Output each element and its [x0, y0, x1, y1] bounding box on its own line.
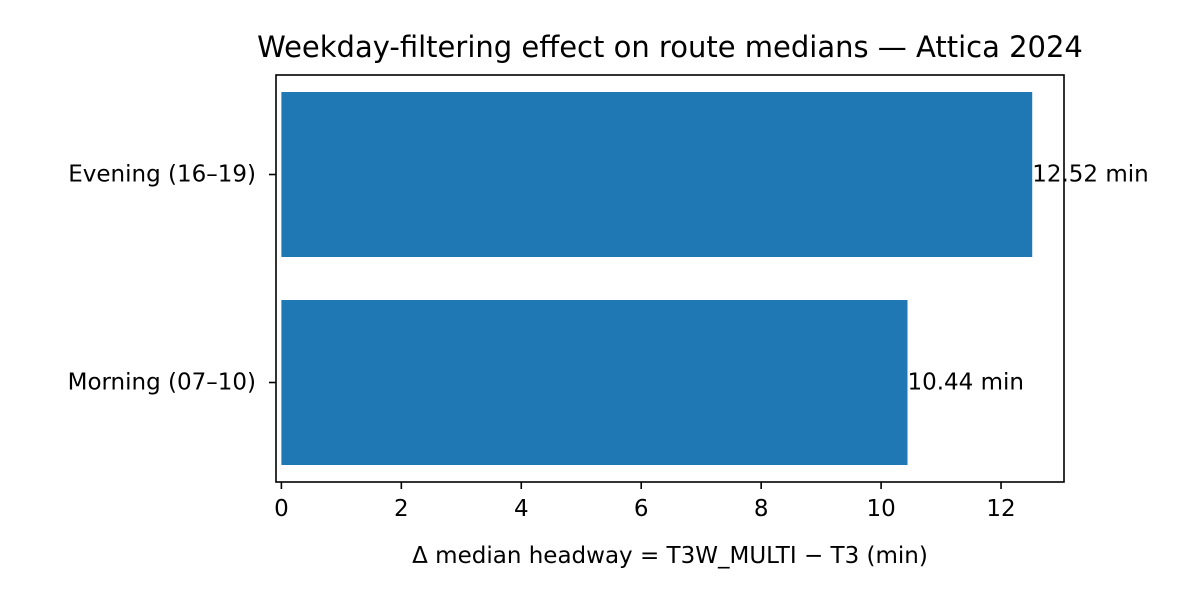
x-tick-label-1: 2: [394, 496, 409, 522]
bar-0: [281, 300, 908, 465]
chart-title: Weekday-filtering effect on route median…: [257, 30, 1083, 64]
y-tick-label-1: Evening (16–19): [68, 162, 256, 188]
x-tick-label-6: 12: [986, 496, 1015, 522]
x-axis-label: Δ median headway = T3W_MULTI − T3 (min): [412, 543, 928, 569]
y-tick-label-0: Morning (07–10): [68, 370, 256, 396]
x-tick-label-5: 10: [866, 496, 895, 522]
value-label-1: 12.52 min: [1032, 162, 1149, 188]
x-tick-label-0: 0: [274, 496, 289, 522]
x-tick-label-2: 4: [514, 496, 529, 522]
bar-1: [281, 92, 1033, 257]
value-labels-layer: 10.44 min 12.52 min: [907, 162, 1148, 396]
x-axis: 0 2 4 6 8 10 12: [274, 482, 1016, 522]
y-axis: Morning (07–10) Evening (16–19): [68, 162, 276, 396]
value-label-0: 10.44 min: [907, 370, 1024, 396]
x-tick-label-4: 8: [754, 496, 769, 522]
x-tick-label-3: 6: [634, 496, 649, 522]
plot-frame: [275, 74, 1065, 483]
bars-layer: [281, 92, 1033, 465]
